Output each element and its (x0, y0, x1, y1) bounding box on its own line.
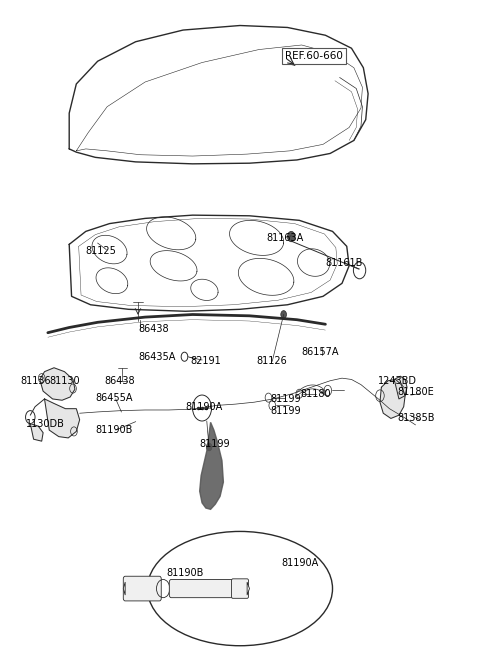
Text: 81385B: 81385B (397, 413, 435, 423)
Text: 81190B: 81190B (96, 425, 132, 435)
Text: 81163A: 81163A (266, 233, 303, 243)
Text: 82191: 82191 (190, 356, 221, 366)
Polygon shape (123, 582, 125, 595)
Polygon shape (30, 424, 43, 441)
Circle shape (288, 231, 295, 242)
Text: 81130: 81130 (49, 376, 80, 386)
Text: 1130DB: 1130DB (25, 419, 64, 428)
Text: 1243BD: 1243BD (378, 376, 417, 386)
Polygon shape (40, 367, 75, 400)
Text: 86455A: 86455A (96, 392, 133, 403)
Text: 81190A: 81190A (282, 557, 319, 568)
Text: 86438: 86438 (138, 324, 168, 334)
Text: 81126: 81126 (257, 356, 288, 366)
Text: 81199: 81199 (200, 440, 230, 449)
Text: 81180E: 81180E (397, 388, 434, 398)
Polygon shape (394, 376, 407, 399)
Polygon shape (380, 379, 405, 419)
Text: 81180: 81180 (301, 389, 331, 399)
Text: 81190B: 81190B (167, 568, 204, 578)
Text: 81199: 81199 (271, 405, 301, 416)
Text: 81199: 81199 (271, 394, 301, 404)
Text: 86435A: 86435A (138, 352, 175, 362)
Text: 81190A: 81190A (185, 402, 223, 412)
Text: 81161B: 81161B (325, 257, 363, 267)
FancyBboxPatch shape (231, 579, 249, 598)
Text: 81136: 81136 (21, 376, 51, 386)
FancyBboxPatch shape (169, 580, 235, 597)
Polygon shape (200, 422, 223, 510)
FancyBboxPatch shape (123, 576, 161, 601)
Polygon shape (247, 582, 250, 595)
Circle shape (281, 310, 287, 318)
Text: 86157A: 86157A (301, 347, 339, 357)
Text: 86438: 86438 (105, 376, 135, 386)
Text: REF.60-660: REF.60-660 (285, 51, 343, 61)
Polygon shape (45, 399, 80, 438)
Circle shape (206, 443, 212, 451)
Text: 81125: 81125 (86, 246, 117, 256)
